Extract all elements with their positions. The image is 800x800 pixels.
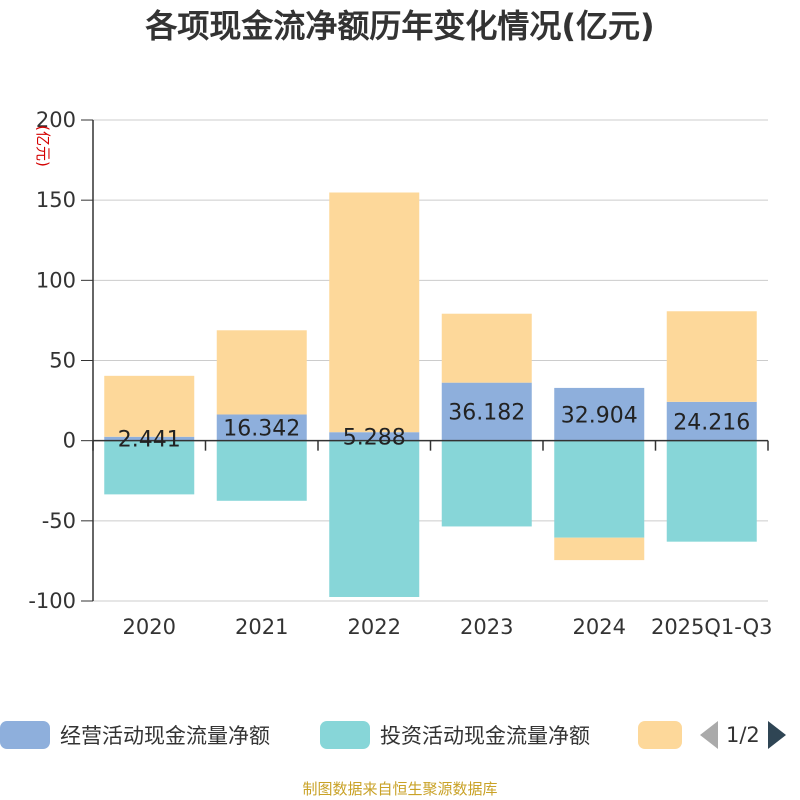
y-tick-label: 0 [63, 429, 76, 453]
y-tick-label: 50 [49, 349, 76, 373]
y-axis-label: (亿元) [34, 125, 52, 167]
bar-series2 [329, 192, 420, 433]
legend-item-investing[interactable]: 投资活动现金流量净额 [320, 719, 590, 751]
legend-swatch-financing [638, 721, 682, 749]
bar-series2 [554, 537, 645, 561]
x-tick-label: 2021 [235, 615, 288, 639]
data-label: 32.904 [561, 403, 638, 428]
legend-next-arrow-icon[interactable] [767, 721, 786, 749]
bar-series1 [666, 440, 757, 542]
legend-item-financing[interactable] [638, 719, 692, 751]
legend-prev-arrow-icon[interactable] [700, 721, 718, 749]
bar-series0 [554, 387, 645, 441]
bar-series1 [554, 440, 645, 538]
y-tick-label: -50 [42, 509, 76, 533]
bar-series1 [441, 440, 532, 527]
data-label: 2.441 [118, 428, 181, 453]
y-tick-label: 200 [36, 108, 76, 132]
legend: 经营活动现金流量净额 投资活动现金流量净额 1/2 [0, 715, 800, 755]
y-tick-label: 100 [36, 268, 76, 292]
data-label: 16.342 [223, 417, 300, 442]
legend-page-indicator: 1/2 [726, 723, 760, 747]
legend-swatch-investing [320, 721, 370, 749]
y-tick-label: 150 [36, 188, 76, 212]
x-tick-label: 2024 [573, 615, 626, 639]
legend-swatch-operating [0, 721, 50, 749]
source-footer: 制图数据来自恒生聚源数据库 [302, 780, 498, 798]
bar-series0 [666, 401, 757, 441]
bar-series2 [104, 375, 195, 437]
bar-series0 [216, 414, 307, 441]
x-tick-label: 2020 [123, 615, 176, 639]
data-label: 5.288 [343, 425, 406, 450]
legend-label-investing: 投资活动现金流量净额 [380, 724, 590, 748]
bar-series2 [216, 330, 307, 415]
data-label: 24.216 [673, 410, 750, 435]
bar-series1 [216, 440, 307, 501]
bar-series0 [329, 432, 420, 441]
bar-series1 [104, 440, 195, 495]
bar-series1 [329, 440, 420, 597]
y-tick-label: -100 [28, 589, 76, 613]
legend-item-operating[interactable]: 经营活动现金流量净额 [0, 719, 270, 751]
x-tick-label: 2025Q1-Q3 [651, 615, 773, 639]
chart-title: 各项现金流净额历年变化情况(亿元) [145, 7, 655, 45]
bar-series0 [104, 436, 195, 441]
bar-series2 [441, 313, 532, 383]
bar-series2 [666, 311, 757, 402]
bar-series0 [441, 382, 532, 441]
data-label: 36.182 [448, 401, 525, 426]
legend-pager: 1/2 [700, 719, 786, 751]
x-tick-label: 2023 [460, 615, 513, 639]
x-tick-label: 2022 [348, 615, 401, 639]
legend-label-operating: 经营活动现金流量净额 [60, 724, 270, 748]
